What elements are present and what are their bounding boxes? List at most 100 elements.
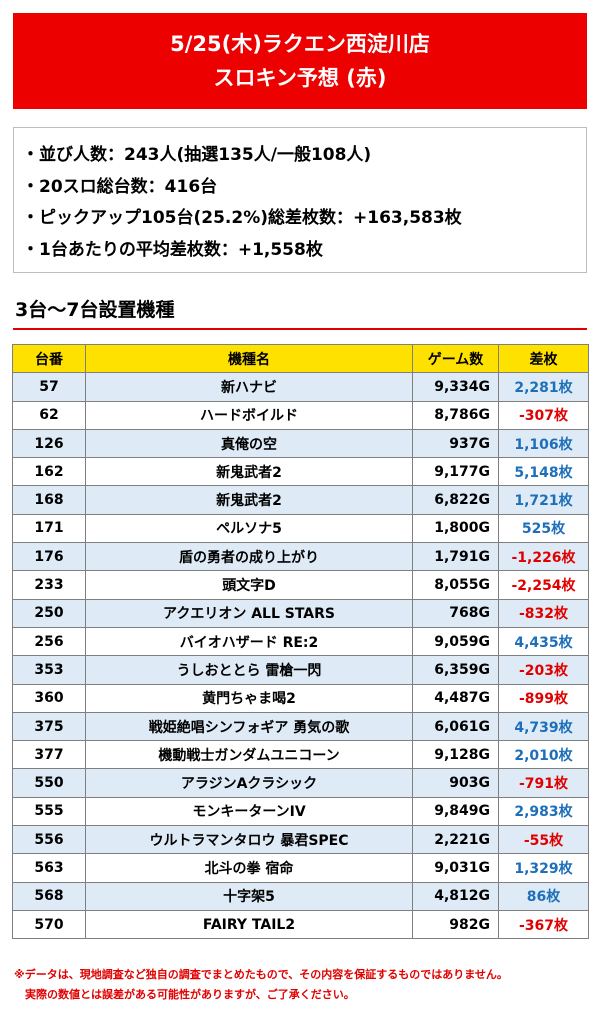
table-row: 568 十字架5 4,812G 86枚 <box>12 881 589 911</box>
table-row: 377 機動戦士ガンダムユニコーン 9,128G 2,010枚 <box>12 740 589 770</box>
table-row: 162 新鬼武者2 9,177G 5,148枚 <box>12 457 589 487</box>
cell-games: 4,812G <box>412 881 499 911</box>
table-row: 176 盾の勇者の成り上がり 1,791G -1,226枚 <box>12 542 589 572</box>
cell-number: 570 <box>12 909 86 940</box>
cell-number: 62 <box>12 400 86 430</box>
cell-machine-name: 戦姫絶唱シンフォギア 勇気の歌 <box>85 711 413 742</box>
cell-number: 353 <box>12 655 86 685</box>
table-row: 256 バイオハザード RE:2 9,059G 4,435枚 <box>12 626 589 657</box>
table-row: 555 モンキーターンIV 9,849G 2,983枚 <box>12 796 589 827</box>
cell-machine-name: 黄門ちゃま喝2 <box>85 683 413 713</box>
cell-number: 250 <box>12 598 86 628</box>
cell-number: 168 <box>12 485 86 515</box>
cell-games: 8,055G <box>412 570 499 600</box>
cell-machine-name: 盾の勇者の成り上がり <box>85 542 413 572</box>
cell-number: 233 <box>12 570 86 600</box>
cell-number: 57 <box>12 372 86 402</box>
cell-diff: 2,281枚 <box>498 372 589 402</box>
cell-machine-name: 新鬼武者2 <box>85 457 413 487</box>
table-row: 233 頭文字D 8,055G -2,254枚 <box>12 570 589 600</box>
disclaimer: ※データは、現地調査など独自の調査でまとめたもので、その内容を保証するものではあ… <box>14 965 594 1005</box>
cell-number: 126 <box>12 428 86 459</box>
cell-games: 9,059G <box>412 626 499 657</box>
cell-diff: 1,329枚 <box>498 853 589 883</box>
cell-diff: -367枚 <box>498 909 589 940</box>
cell-number: 556 <box>12 825 86 855</box>
cell-diff: -203枚 <box>498 655 589 685</box>
cell-number: 256 <box>12 626 86 657</box>
table-row: 353 うしおととら 雷槍一閃 6,359G -203枚 <box>12 655 589 685</box>
cell-number: 550 <box>12 768 86 798</box>
cell-diff: -899枚 <box>498 683 589 713</box>
cell-diff: 525枚 <box>498 513 589 544</box>
cell-number: 563 <box>12 853 86 883</box>
table-row: 550 アラジンAクラシック 903G -791枚 <box>12 768 589 798</box>
cell-machine-name: 機動戦士ガンダムユニコーン <box>85 740 413 770</box>
cell-games: 6,359G <box>412 655 499 685</box>
cell-machine-name: 新ハナビ <box>85 372 413 402</box>
cell-games: 6,822G <box>412 485 499 515</box>
cell-diff: 2,010枚 <box>498 740 589 770</box>
cell-machine-name: 頭文字D <box>85 570 413 600</box>
table-row: 360 黄門ちゃま喝2 4,487G -899枚 <box>12 683 589 713</box>
cell-diff: -307枚 <box>498 400 589 430</box>
section-title: 3台～7台設置機種 <box>13 296 587 330</box>
disclaimer-line-2: 実際の数値とは誤差がある可能性がありますが、ご了承ください。 <box>25 988 355 1001</box>
title-banner: 5/25(木)ラクエン西淀川店 スロキン予想 (赤) <box>13 13 587 109</box>
cell-machine-name: うしおととら 雷槍一閃 <box>85 655 413 685</box>
cell-machine-name: ウルトラマンタロウ 暴君SPEC <box>85 825 413 855</box>
cell-games: 9,031G <box>412 853 499 883</box>
cell-games: 768G <box>412 598 499 628</box>
cell-games: 1,791G <box>412 542 499 572</box>
cell-number: 375 <box>12 711 86 742</box>
cell-machine-name: 北斗の拳 宿命 <box>85 853 413 883</box>
cell-diff: 1,721枚 <box>498 485 589 515</box>
cell-number: 568 <box>12 881 86 911</box>
summary-total-machines: ・20スロ総台数：416台 <box>22 176 218 197</box>
cell-machine-name: 新鬼武者2 <box>85 485 413 515</box>
cell-games: 6,061G <box>412 711 499 742</box>
table-row: 62 ハードボイルド 8,786G -307枚 <box>12 400 589 430</box>
cell-machine-name: ハードボイルド <box>85 400 413 430</box>
cell-diff: 4,739枚 <box>498 711 589 742</box>
cell-number: 360 <box>12 683 86 713</box>
disclaimer-line-1: ※データは、現地調査など独自の調査でまとめたもので、その内容を保証するものではあ… <box>14 968 508 981</box>
cell-diff: 5,148枚 <box>498 457 589 487</box>
cell-machine-name: アクエリオン ALL STARS <box>85 598 413 628</box>
cell-number: 377 <box>12 740 86 770</box>
cell-machine-name: FAIRY TAIL2 <box>85 909 413 940</box>
cell-number: 555 <box>12 796 86 827</box>
table-row: 168 新鬼武者2 6,822G 1,721枚 <box>12 485 589 515</box>
cell-diff: 1,106枚 <box>498 428 589 459</box>
cell-diff: 4,435枚 <box>498 626 589 657</box>
column-header-number: 台番 <box>12 343 86 374</box>
cell-machine-name: バイオハザード RE:2 <box>85 626 413 657</box>
table-row: 556 ウルトラマンタロウ 暴君SPEC 2,221G -55枚 <box>12 825 589 855</box>
cell-machine-name: 真俺の空 <box>85 428 413 459</box>
column-header-games: ゲーム数 <box>412 343 499 374</box>
page-title: 5/25(木)ラクエン西淀川店 <box>170 32 430 56</box>
cell-machine-name: アラジンAクラシック <box>85 768 413 798</box>
cell-games: 8,786G <box>412 400 499 430</box>
cell-diff: -1,226枚 <box>498 542 589 572</box>
cell-games: 9,177G <box>412 457 499 487</box>
cell-games: 903G <box>412 768 499 798</box>
cell-number: 162 <box>12 457 86 487</box>
cell-diff: -55枚 <box>498 825 589 855</box>
table-row: 570 FAIRY TAIL2 982G -367枚 <box>12 909 589 940</box>
table-body: 57 新ハナビ 9,334G 2,281枚 62 ハードボイルド 8,786G -307枚 12… <box>12 372 589 940</box>
cell-diff: -791枚 <box>498 768 589 798</box>
machine-table: 台番 機種名 ゲーム数 差枚 57 新ハナビ 9,334G 2,281枚 62 ハードボイ… <box>12 343 589 940</box>
cell-machine-name: モンキーターンIV <box>85 796 413 827</box>
table-row: 126 真俺の空 937G 1,106枚 <box>12 428 589 459</box>
table-row: 375 戦姫絶唱シンフォギア 勇気の歌 6,061G 4,739枚 <box>12 711 589 742</box>
page-subtitle: スロキン予想 (赤) <box>213 66 387 90</box>
column-header-machine: 機種名 <box>85 343 413 374</box>
table-header-row: 台番 機種名 ゲーム数 差枚 <box>12 343 589 374</box>
cell-games: 937G <box>412 428 499 459</box>
cell-number: 171 <box>12 513 86 544</box>
cell-games: 9,334G <box>412 372 499 402</box>
cell-diff: -832枚 <box>498 598 589 628</box>
cell-games: 9,849G <box>412 796 499 827</box>
cell-games: 982G <box>412 909 499 940</box>
